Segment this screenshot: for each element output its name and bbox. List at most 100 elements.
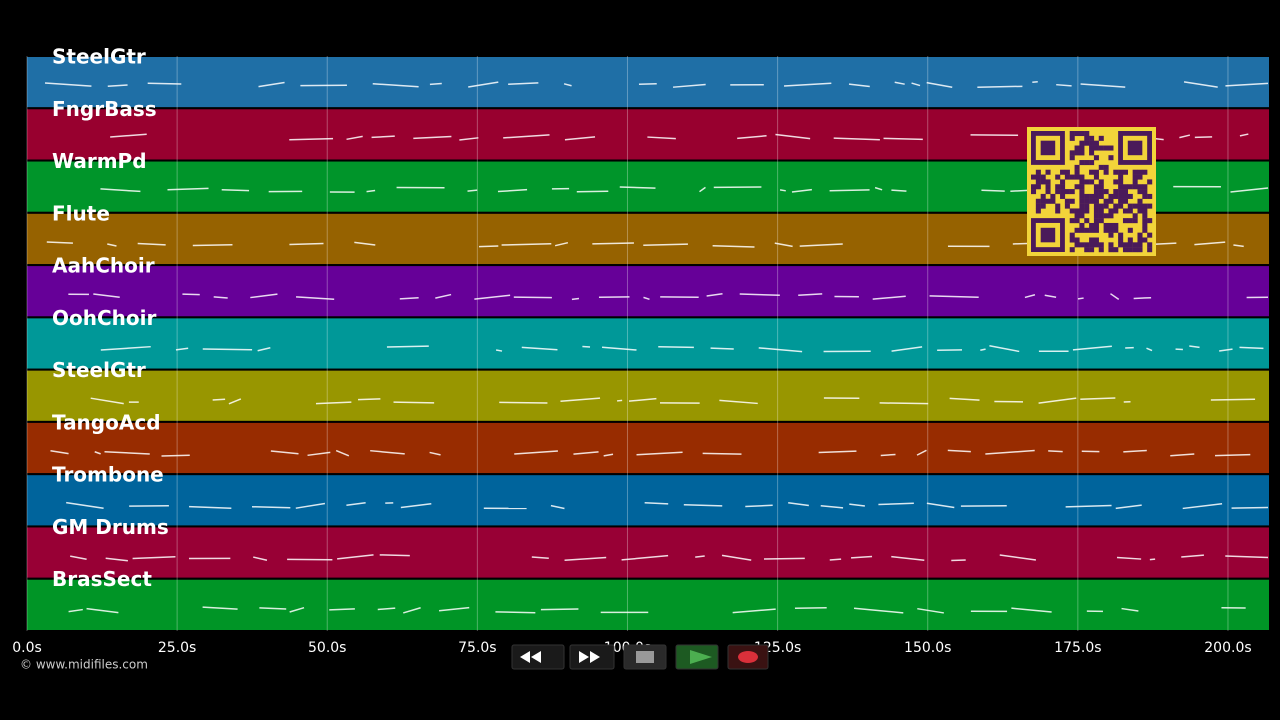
note [550, 504, 565, 510]
qr-cell [1113, 189, 1119, 195]
qr-cell [1084, 208, 1090, 214]
note [1056, 83, 1072, 87]
note [68, 608, 83, 613]
qr-cell [1040, 203, 1046, 209]
note [329, 608, 355, 611]
qr-cell [1031, 174, 1037, 180]
tick-label: 25.0s [158, 640, 196, 656]
qr-finder [1040, 140, 1056, 156]
qr-cell [1064, 203, 1070, 209]
note [379, 554, 410, 557]
qr-cell [1142, 218, 1148, 224]
qr-cell [1132, 184, 1138, 190]
qr-cell [1147, 218, 1153, 224]
track-lane [25, 368, 1271, 423]
qr-cell [1127, 242, 1133, 248]
note [560, 397, 601, 402]
qr-cell [1127, 247, 1133, 253]
qr-cell [1079, 179, 1085, 185]
qr-cell [1113, 203, 1119, 209]
qr-cell [1127, 227, 1133, 233]
note [647, 136, 676, 140]
qr-cell [1079, 160, 1085, 166]
note [1072, 345, 1112, 351]
note [202, 606, 238, 610]
tick-label: 0.0s [12, 640, 42, 656]
qr-cell [1118, 203, 1124, 209]
note [295, 502, 326, 509]
qr-cell [1132, 169, 1138, 175]
note [270, 450, 299, 455]
note [540, 608, 579, 611]
qr-cell [1147, 179, 1153, 185]
note [1231, 506, 1269, 509]
note [1210, 398, 1256, 401]
qr-cell [1122, 189, 1128, 195]
qr-cell [1040, 193, 1046, 199]
qr-cell [1089, 227, 1095, 233]
qr-cell [1127, 237, 1133, 243]
qr-cell [1079, 145, 1085, 151]
note [981, 189, 1005, 192]
note [212, 398, 226, 401]
qr-cell [1069, 155, 1075, 161]
note [658, 346, 694, 349]
qr-cell [1089, 237, 1095, 243]
note [386, 345, 429, 348]
track-name: AahChoir [52, 254, 155, 278]
note [833, 137, 880, 141]
note [699, 186, 706, 193]
qr-cell [1108, 222, 1114, 228]
note [763, 557, 805, 560]
note [468, 81, 499, 88]
qr-cell [1098, 242, 1104, 248]
note [779, 189, 786, 192]
qr-cell [1084, 135, 1090, 141]
qr-cell [1108, 242, 1114, 248]
qr-cell [1137, 237, 1143, 243]
qr-cell [1108, 227, 1114, 233]
qr-cell [1079, 222, 1085, 228]
note [1183, 81, 1218, 88]
note [1080, 83, 1126, 88]
qr-cell [1127, 184, 1133, 190]
tick-label: 150.0s [904, 640, 951, 656]
qr-cell [1137, 169, 1143, 175]
rewind-icon [520, 651, 541, 663]
note [554, 241, 569, 247]
qr-cell [1142, 189, 1148, 195]
note [683, 504, 723, 507]
qr-cell [1074, 242, 1080, 248]
qr-cell [1089, 193, 1095, 199]
note [497, 188, 528, 193]
note [644, 502, 669, 505]
note [372, 83, 419, 88]
note [929, 295, 979, 298]
qr-cell [1118, 179, 1124, 185]
note [794, 607, 827, 610]
note [916, 449, 927, 456]
tick-label: 50.0s [308, 640, 346, 656]
note [774, 242, 793, 248]
qr-cell [1045, 169, 1051, 175]
qr-code [1027, 127, 1156, 256]
note [582, 345, 591, 348]
note [848, 83, 870, 88]
note [253, 556, 268, 561]
note [110, 133, 147, 138]
qr-cell [1089, 140, 1095, 146]
qr-cell [1142, 237, 1148, 243]
qr-cell [1093, 222, 1099, 228]
note [467, 189, 478, 192]
note [891, 189, 907, 192]
note [985, 449, 1035, 455]
qr-cell [1118, 198, 1124, 204]
qr-cell [1074, 213, 1080, 219]
qr-cell [1069, 198, 1075, 204]
note [429, 451, 441, 456]
qr-cell [1137, 174, 1143, 180]
tick-label: 75.0s [458, 640, 496, 656]
note [850, 555, 873, 559]
qr-cell [1079, 198, 1085, 204]
